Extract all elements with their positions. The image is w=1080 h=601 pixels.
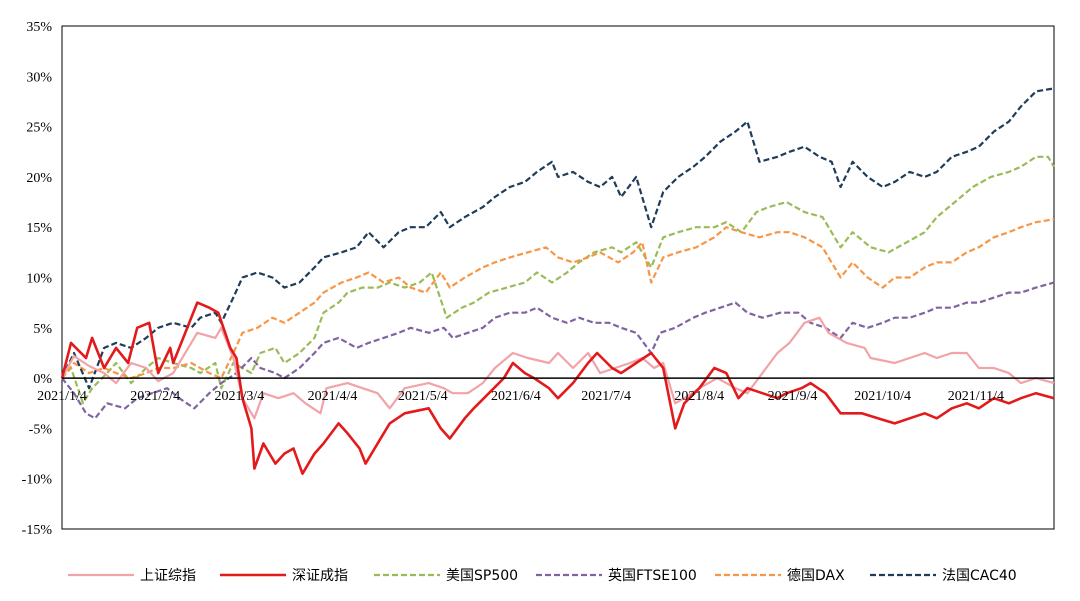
x-tick-label: 2021/11/4 <box>948 389 1004 404</box>
legend-label-4: 德国DAX <box>787 568 845 584</box>
x-tick-label: 2021/9/4 <box>768 389 818 404</box>
legend-label-1: 深证成指 <box>292 568 348 584</box>
x-tick-label: 2021/5/4 <box>398 389 448 404</box>
x-tick-label: 2021/2/4 <box>130 389 180 404</box>
legend-label-5: 法国CAC40 <box>942 568 1017 584</box>
x-tick-label: 2021/7/4 <box>581 389 631 404</box>
legend-label-3: 英国FTSE100 <box>608 567 697 584</box>
x-tick-label: 2021/8/4 <box>674 389 724 404</box>
y-axis-ticks: 35% 30% 25% 20% 15% 10% 5% 0% -5% -10% -15% <box>22 20 53 538</box>
x-tick-label: 2021/3/4 <box>214 389 264 404</box>
y-tick-label: 25% <box>26 121 52 136</box>
x-tick-label: 2021/6/4 <box>491 389 541 404</box>
y-tick-label: 30% <box>26 70 52 85</box>
y-tick-label: -15% <box>22 523 53 538</box>
legend-label-2: 美国SP500 <box>446 568 518 584</box>
y-tick-label: 35% <box>26 20 52 35</box>
series-line-3 <box>61 281 1055 420</box>
y-tick-label: 10% <box>26 272 52 287</box>
series-line-4 <box>61 218 1055 380</box>
y-tick-label: -5% <box>29 422 53 437</box>
legend-label-0: 上证综指 <box>140 568 196 584</box>
y-tick-label: 0% <box>33 372 52 387</box>
y-tick-label: 5% <box>33 322 52 337</box>
y-tick-label: 15% <box>26 221 52 236</box>
series-layer <box>60 87 1055 475</box>
y-tick-label: 20% <box>26 171 52 186</box>
series-line-5 <box>61 87 1055 390</box>
x-axis-ticks: 2021/1/4 2021/2/4 2021/3/4 2021/4/4 2021/5/4… <box>37 389 1004 404</box>
y-tick-label: -10% <box>22 473 53 488</box>
x-tick-label: 2021/10/4 <box>854 389 911 404</box>
legend: 上证综指 深证成指 美国SP500 英国FTSE100 德国DAX 法国CAC40 <box>68 567 1017 584</box>
x-tick-label: 2021/1/4 <box>37 389 87 404</box>
x-tick-label: 2021/4/4 <box>308 389 358 404</box>
